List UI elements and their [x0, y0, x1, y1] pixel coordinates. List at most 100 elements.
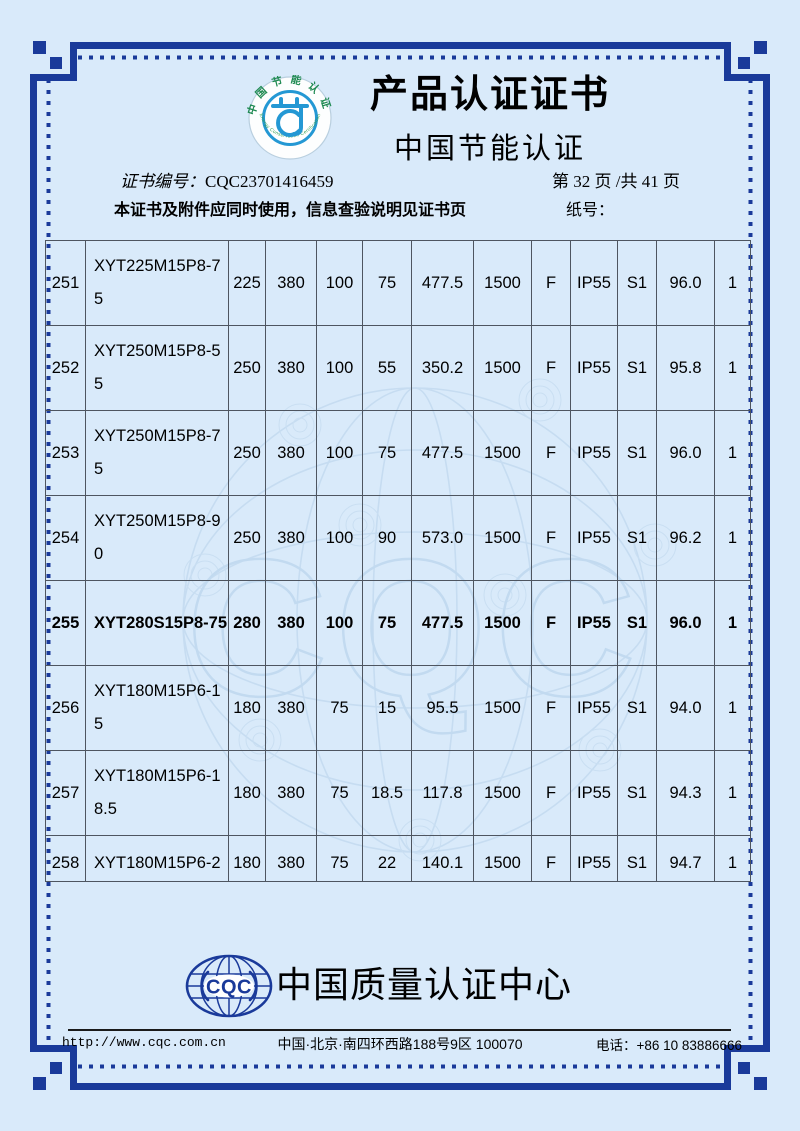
table-row: 258XYT180M15P6-221803807522140.11500FIP5…: [45, 835, 751, 882]
table-cell: 100: [316, 410, 363, 496]
table-row: 251 XYT225M15P8-75 225 380 100 75 477.5 1500 F IP…: [45, 240, 751, 326]
table-cell: F: [531, 835, 571, 882]
table-cell: 1500: [473, 410, 532, 496]
table-cell: 140.1: [411, 835, 474, 882]
table-cell: 1500: [473, 750, 532, 836]
table-cell: F: [531, 325, 571, 411]
table-cell: 254: [45, 495, 86, 581]
cqc-logo: CQC: [185, 954, 273, 1018]
table-cell: 380: [265, 665, 317, 751]
table-cell: 380: [265, 835, 317, 882]
table-cell: 250: [228, 495, 266, 581]
table-cell: S1: [617, 665, 657, 751]
table-cell: 100: [316, 495, 363, 581]
table-cell: 95.5: [411, 665, 474, 751]
org-name: 中国质量认证中心: [276, 964, 573, 1005]
address-line: 中国·北京·南四环西路188号9区 100070: [277, 1036, 523, 1052]
table-cell: 75: [362, 580, 412, 666]
table-cell: S1: [617, 240, 657, 326]
table-cell: S1: [617, 325, 657, 411]
table-cell: 1: [714, 665, 751, 751]
table-cell: F: [531, 665, 571, 751]
table-cell: S1: [617, 495, 657, 581]
table-row: 252 XYT250M15P8-55 250 380 100 55 350.2 1500 F IP…: [45, 325, 751, 411]
table-cell: S1: [617, 410, 657, 496]
table-cell: 75: [316, 665, 363, 751]
table-cell: 90: [362, 495, 412, 581]
table-cell: 258: [45, 835, 86, 882]
table-cell: 180: [228, 750, 266, 836]
energy-conservation-logo: 中国节能认证 Energy Conservation Certification: [247, 75, 332, 160]
table-cell: 477.5: [411, 240, 474, 326]
table-cell: XYT180M15P6-15: [85, 665, 229, 751]
table-cell: 380: [265, 410, 317, 496]
table-cell: 55: [362, 325, 412, 411]
table-cell: 94.0: [656, 665, 715, 751]
table-cell: 117.8: [411, 750, 474, 836]
table-cell: XYT180M15P6-18.5: [85, 750, 229, 836]
table-cell: 1: [714, 240, 751, 326]
paper-no-label: 纸号：: [566, 202, 615, 219]
table-cell: 250: [228, 410, 266, 496]
table-cell: IP55: [570, 410, 618, 496]
table-cell: 380: [265, 580, 317, 666]
table-cell: 1: [714, 580, 751, 666]
table-cell: F: [531, 580, 571, 666]
table-cell: F: [531, 495, 571, 581]
table-cell: 96.2: [656, 495, 715, 581]
table-cell: 1500: [473, 580, 532, 666]
table-cell: 95.8: [656, 325, 715, 411]
page-subtitle: 中国节能认证: [393, 132, 586, 165]
page-counter: 第 32 页 /共 41 页: [552, 172, 680, 191]
table-cell: 380: [265, 325, 317, 411]
table-cell: 22: [362, 835, 412, 882]
table-cell: 100: [316, 325, 363, 411]
table-cell: 1: [714, 410, 751, 496]
page-title: 产品认证证书: [369, 74, 610, 116]
table-cell: 94.3: [656, 750, 715, 836]
table-cell: 257: [45, 750, 86, 836]
table-cell: XYT250M15P8-75: [85, 410, 229, 496]
table-row: 254 XYT250M15P8-90 250 380 100 90 573.0 1500 F IP…: [45, 495, 751, 581]
table-cell: 350.2: [411, 325, 474, 411]
table-cell: 75: [362, 410, 412, 496]
table-cell: 255: [45, 580, 86, 666]
table-cell: 1500: [473, 240, 532, 326]
table-cell: 18.5: [362, 750, 412, 836]
table-cell: 1: [714, 835, 751, 882]
cqc-logo-text: CQC: [206, 977, 252, 999]
table-cell: 180: [228, 835, 266, 882]
table-cell: 1: [714, 750, 751, 836]
table-cell: IP55: [570, 750, 618, 836]
table-cell: 75: [316, 750, 363, 836]
table-cell: IP55: [570, 665, 618, 751]
table-cell: 96.0: [656, 410, 715, 496]
table-cell: 256: [45, 665, 86, 751]
table-cell: 477.5: [411, 410, 474, 496]
title-block: 产品认证证书 中国节能认证: [330, 74, 650, 167]
cert-no-value: CQC23701416459: [205, 172, 334, 191]
table-cell: S1: [617, 750, 657, 836]
table-cell: 253: [45, 410, 86, 496]
usage-notice: 本证书及附件应同时使用，信息查验说明见证书页: [114, 202, 467, 219]
table-cell: XYT180M15P6-22: [85, 835, 229, 882]
table-cell: XYT250M15P8-90: [85, 495, 229, 581]
table-cell: 94.7: [656, 835, 715, 882]
table-cell: 1500: [473, 835, 532, 882]
product-table-wrap: 251 XYT225M15P8-75 225 380 100 75 477.5 1500 F IP…: [45, 240, 751, 882]
table-cell: 251: [45, 240, 86, 326]
table-cell: XYT225M15P8-75: [85, 240, 229, 326]
phone-line: 电话：+86 10 83886666: [596, 1038, 742, 1053]
table-row: 256 XYT180M15P6-15 180 380 75 15 95.5 1500 F IP55…: [45, 665, 751, 751]
table-cell: 1500: [473, 665, 532, 751]
table-cell: IP55: [570, 240, 618, 326]
table-cell: XYT280S15P8-75: [85, 580, 229, 666]
table-cell: 573.0: [411, 495, 474, 581]
table-row: 253 XYT250M15P8-75 250 380 100 75 477.5 1500 F IP…: [45, 410, 751, 496]
footer-divider: [68, 1029, 731, 1031]
table-cell: 96.0: [656, 240, 715, 326]
table-cell: 96.0: [656, 580, 715, 666]
table-cell: 1500: [473, 325, 532, 411]
table-cell: 75: [362, 240, 412, 326]
